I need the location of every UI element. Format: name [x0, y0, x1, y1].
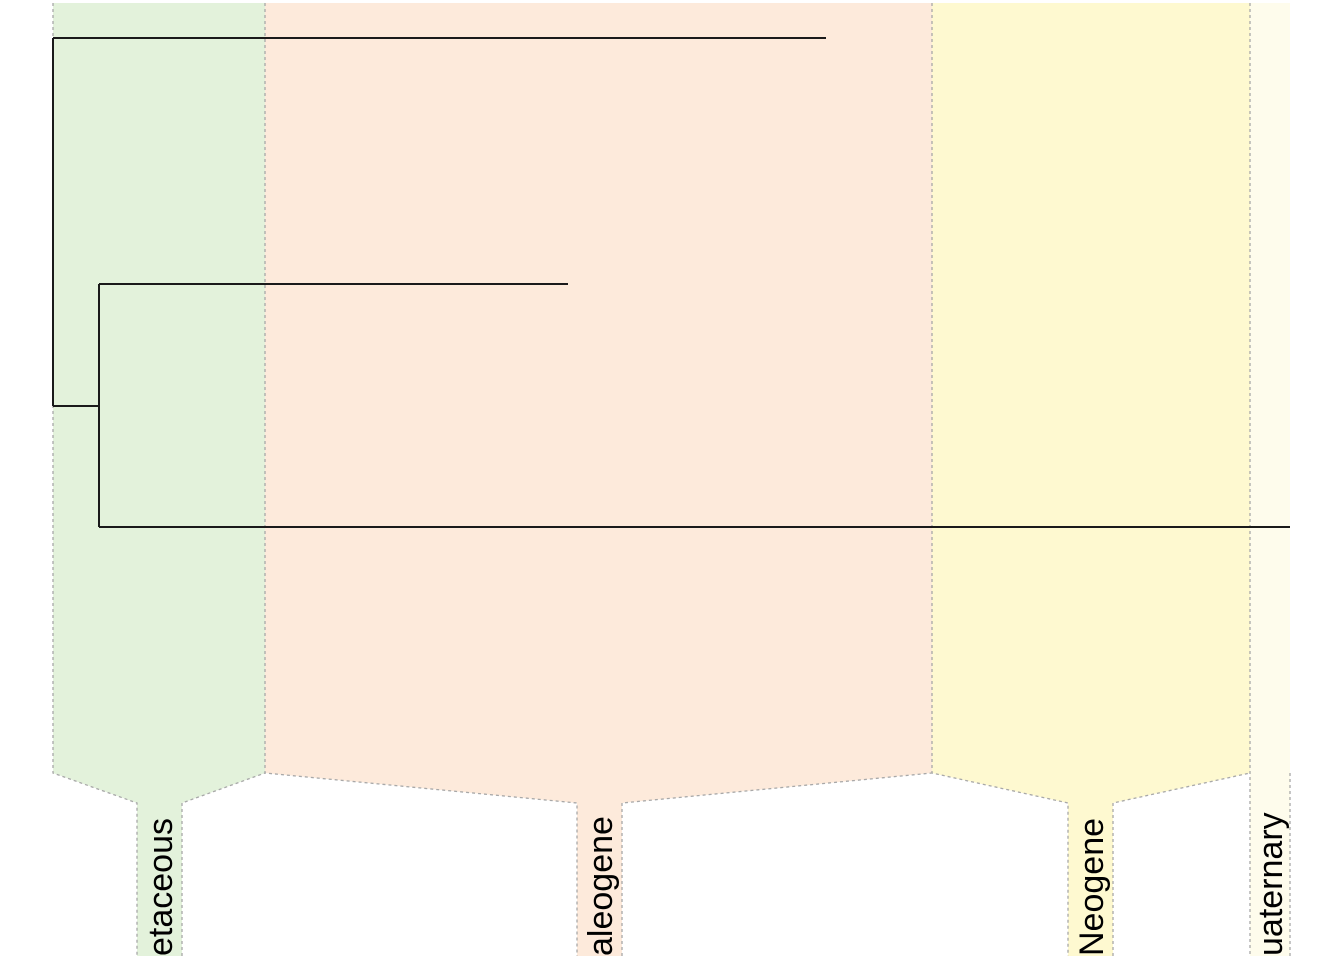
period-band-neogene — [932, 3, 1250, 773]
period-connectors — [53, 773, 1290, 803]
period-connector-neogene — [932, 773, 1250, 803]
boundary-cretaceous-right — [181, 772, 266, 956]
period-label-paleogene: aleogene — [582, 816, 620, 956]
period-label-strips — [137, 803, 1290, 956]
period-bands — [53, 3, 1290, 773]
boundary-paleogene-right — [621, 772, 933, 956]
period-label-neogene: Neogene — [1073, 818, 1111, 956]
period-label-strip-paleogene — [577, 803, 622, 956]
period-connector-quaternary — [1250, 773, 1290, 803]
period-label-cretaceous: etaceous — [142, 818, 180, 956]
period-label-quaternary: uaternary — [1252, 812, 1290, 956]
period-band-quaternary — [1250, 3, 1290, 773]
period-connector-paleogene — [265, 773, 932, 803]
period-labels: etaceous aleogene Neogene uaternary — [142, 812, 1290, 956]
period-band-paleogene — [265, 3, 932, 773]
period-band-cretaceous — [53, 3, 265, 773]
period-connector-cretaceous — [53, 773, 265, 803]
boundary-cretaceous-paleogene — [264, 3, 578, 956]
period-label-strip-cretaceous — [137, 803, 182, 956]
period-label-strip-quaternary — [1250, 803, 1290, 956]
boundary-paleogene-neogene — [931, 3, 1069, 956]
period-label-strip-neogene — [1068, 803, 1113, 956]
boundary-neogene-right — [1112, 772, 1251, 956]
phylogenetic-tree — [52, 37, 1290, 528]
